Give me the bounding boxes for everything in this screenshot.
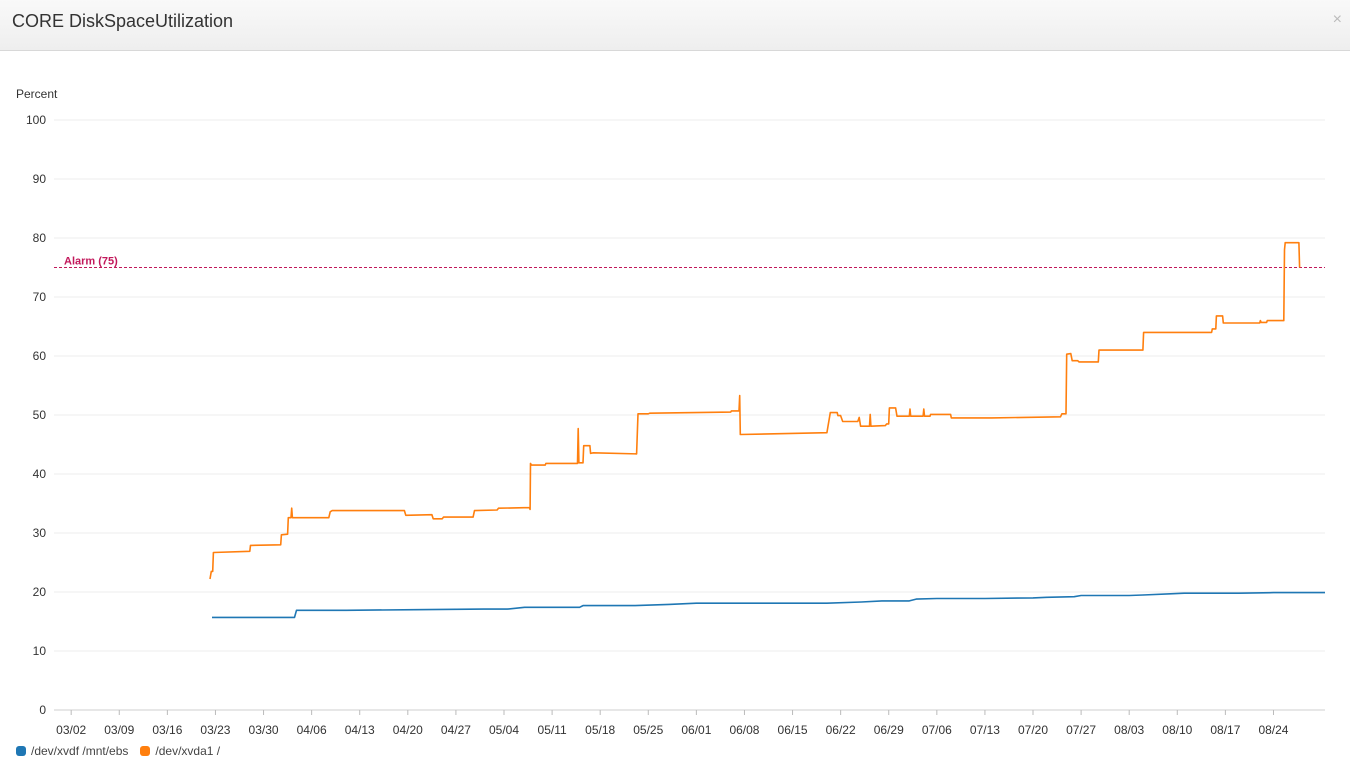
grid-lines [54, 119, 1325, 711]
alarm-threshold: Alarm (75) [54, 256, 1325, 268]
y-tick-label: 90 [33, 172, 47, 186]
y-tick-label: 0 [39, 703, 46, 717]
y-tick-label: 10 [33, 644, 47, 658]
y-axis: 0 10 20 30 40 50 60 70 80 90 100 [26, 113, 46, 717]
legend-label: /dev/xvda1 / [155, 744, 221, 758]
x-tick-label: 05/04 [489, 723, 519, 737]
x-tick-label: 03/09 [104, 723, 134, 737]
legend-swatch [140, 746, 151, 756]
x-tick-label: 06/22 [826, 723, 856, 737]
series-lines [209, 241, 1325, 619]
x-tick-label: 06/29 [874, 723, 904, 737]
x-tick-label: 03/16 [152, 723, 182, 737]
x-tick-label: 05/25 [633, 723, 663, 737]
x-tick-label: 04/27 [441, 723, 471, 737]
legend-label: /dev/xvdf /mnt/ebs [31, 744, 129, 758]
series-line-0 [212, 591, 1325, 619]
y-tick-label: 80 [33, 231, 47, 245]
close-icon[interactable]: × [1332, 11, 1342, 28]
x-tick-label: 06/08 [729, 723, 759, 737]
y-tick-label: 50 [33, 408, 47, 422]
x-tick-label: 08/24 [1258, 723, 1288, 737]
x-tick-label: 08/03 [1114, 723, 1144, 737]
y-tick-label: 20 [33, 585, 47, 599]
x-tick-label: 07/06 [922, 723, 952, 737]
y-tick-label: 100 [26, 113, 46, 127]
x-tick-label: 03/02 [56, 723, 86, 737]
y-axis-label: Percent [16, 87, 58, 101]
series-line-1 [209, 241, 1301, 580]
x-tick-label: 06/15 [778, 723, 808, 737]
legend-item-0[interactable]: /dev/xvdf /mnt/ebs [16, 744, 128, 758]
x-tick-label: 04/13 [345, 723, 375, 737]
y-tick-label: 40 [33, 467, 47, 481]
x-axis: 03/02 03/09 03/16 03/23 03/30 04/06 04/13 04/20… [56, 710, 1289, 737]
x-tick-label: 07/27 [1066, 723, 1096, 737]
x-tick-label: 08/17 [1210, 723, 1240, 737]
alarm-label: Alarm (75) [64, 256, 118, 268]
y-tick-label: 60 [33, 349, 47, 363]
legend-item-1[interactable]: /dev/xvda1 / [140, 744, 220, 758]
x-tick-label: 08/10 [1162, 723, 1192, 737]
x-tick-label: 05/18 [585, 723, 615, 737]
x-tick-label: 06/01 [681, 723, 711, 737]
modal-title: CORE DiskSpaceUtilization [12, 11, 234, 31]
x-tick-label: 03/30 [249, 723, 279, 737]
x-tick-label: 04/20 [393, 723, 423, 737]
legend-swatch [16, 746, 26, 756]
x-tick-label: 07/20 [1018, 723, 1048, 737]
x-tick-label: 04/06 [297, 723, 327, 737]
x-tick-label: 07/13 [970, 723, 1000, 737]
x-tick-label: 05/11 [538, 723, 567, 737]
legend: /dev/xvdf /mnt/ebs/dev/xvda1 / [16, 744, 220, 758]
modal-header: CORE DiskSpaceUtilization × [0, 0, 1350, 51]
x-tick-label: 03/23 [200, 723, 230, 737]
y-tick-label: 30 [33, 526, 47, 540]
y-tick-label: 70 [33, 290, 47, 304]
